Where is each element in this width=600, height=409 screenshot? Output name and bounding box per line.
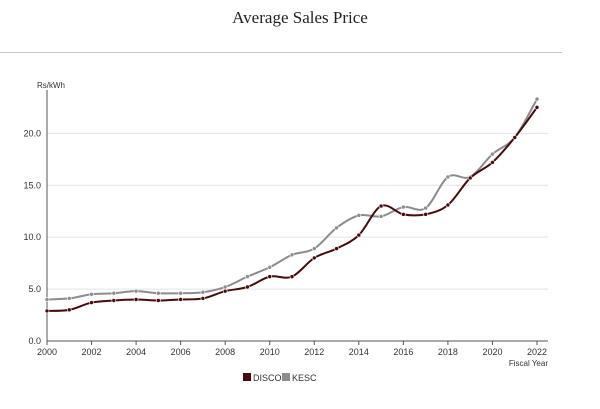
y-tick-label: 10.0 — [23, 232, 41, 242]
x-tick-label: 2016 — [393, 347, 413, 357]
data-point-kesc — [245, 274, 250, 279]
x-tick-label: 2012 — [304, 347, 324, 357]
legend-swatch-kesc — [282, 373, 290, 381]
data-point-kesc — [89, 291, 94, 297]
data-point-discos — [44, 308, 50, 314]
legend-label-discos: DISCOs — [253, 373, 287, 383]
x-tick-label: 2018 — [438, 347, 458, 357]
x-tick-label: 2014 — [349, 347, 369, 357]
data-point-discos — [89, 300, 94, 305]
x-tick-label: 2006 — [171, 347, 191, 357]
data-point-discos — [311, 255, 317, 261]
data-point-kesc — [289, 252, 295, 258]
data-point-kesc — [133, 288, 139, 294]
data-point-discos — [267, 274, 273, 279]
x-tick-label: 2002 — [82, 347, 102, 357]
data-point-discos — [200, 296, 206, 301]
data-point-discos — [401, 212, 406, 217]
y-tick-label: 5.0 — [28, 284, 41, 294]
data-point-discos — [66, 307, 72, 313]
data-point-discos — [378, 203, 384, 209]
series-line-discos — [46, 106, 538, 312]
data-point-kesc — [222, 284, 228, 290]
header-divider — [0, 52, 562, 53]
data-point-kesc — [423, 205, 428, 211]
x-tick-label: 2022 — [527, 347, 547, 357]
data-point-kesc — [334, 225, 339, 231]
data-point-kesc — [156, 290, 161, 296]
data-point-kesc — [311, 246, 317, 251]
data-point-kesc — [445, 174, 451, 180]
data-point-discos — [156, 298, 161, 303]
data-point-discos — [467, 175, 473, 181]
data-point-discos — [534, 105, 540, 110]
data-point-discos — [490, 160, 495, 165]
data-point-kesc — [534, 96, 540, 102]
y-tick-label: 15.0 — [23, 180, 41, 190]
data-point-kesc — [111, 290, 117, 296]
y-tick-label: 0.0 — [28, 336, 41, 346]
data-point-discos — [423, 212, 428, 217]
data-point-discos — [222, 288, 228, 294]
data-point-discos — [445, 202, 451, 208]
data-point-discos — [178, 297, 183, 302]
data-point-kesc — [200, 289, 206, 295]
data-point-kesc — [66, 296, 72, 301]
y-tick-label: 20.0 — [23, 128, 41, 138]
series-line-kesc — [46, 98, 538, 301]
data-point-discos — [133, 297, 139, 302]
data-point-discos — [356, 232, 362, 238]
data-point-kesc — [44, 297, 50, 302]
data-point-kesc — [178, 290, 183, 296]
data-point-kesc — [267, 264, 273, 270]
legend-label-kesc: KESC — [292, 373, 317, 383]
chart-title: Average Sales Price — [232, 8, 368, 27]
x-tick-label: 2020 — [482, 347, 502, 357]
data-point-discos — [512, 135, 518, 140]
data-point-kesc — [490, 151, 495, 157]
legend-swatch-discos — [243, 373, 251, 381]
data-point-discos — [334, 246, 339, 251]
data-point-discos — [289, 274, 295, 279]
x-tick-label: 2004 — [126, 347, 146, 357]
x-tick-label: 2008 — [215, 347, 235, 357]
data-point-discos — [245, 284, 250, 290]
x-tick-label: 2010 — [260, 347, 280, 357]
data-point-kesc — [356, 213, 362, 218]
y-axis-label: Rs/kWh — [37, 81, 65, 90]
x-axis-label: Fiscal Year — [509, 359, 548, 368]
x-tick-label: 2000 — [37, 347, 57, 357]
data-point-kesc — [401, 204, 406, 210]
data-point-discos — [111, 298, 117, 303]
data-point-kesc — [378, 214, 384, 219]
